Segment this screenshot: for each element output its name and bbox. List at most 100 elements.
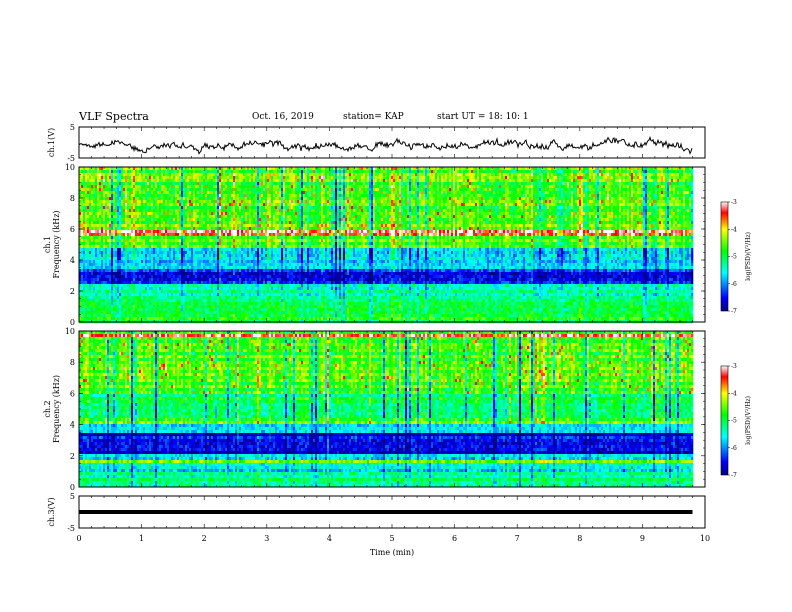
spectrogram-cell [319,200,321,203]
spectrogram-cell [383,179,385,182]
spectrogram-cell [507,173,509,176]
spectrogram-cell [351,188,353,191]
spectrogram-cell [171,179,173,182]
spectrogram-cell [351,173,353,176]
spectrogram-cell [95,173,97,176]
spectrogram-cell [635,179,637,182]
spectrogram-cell [599,185,601,188]
spectrogram-cell [521,197,523,200]
spectrogram-cell [397,188,399,191]
spectrogram-cell [497,173,499,176]
spectrogram-cell [373,197,375,200]
spectrogram-cell [509,191,511,194]
spectrogram-cell [671,182,673,185]
spectrogram-cell [373,170,375,173]
spectrogram-cell [93,200,95,203]
spectrogram-cell [253,176,255,179]
spectrogram-cell [85,176,87,179]
spectrogram-cell [449,182,451,185]
spectrogram-cell [275,197,277,200]
spectrogram-cell [395,185,397,188]
spectrogram-cell [351,200,353,203]
spectrogram-cell [455,185,457,188]
spectrogram-cell [515,191,517,194]
spectrogram-cell [689,176,691,179]
spectrogram-cell [547,179,549,182]
spectrogram-cell [285,191,287,194]
spectrogram-cell [105,173,107,176]
spectrogram-cell [273,197,275,200]
spectrogram-cell [349,176,351,179]
spectrogram-cell [541,194,543,197]
spectrogram-cell [343,176,345,179]
spectrogram-cell [547,170,549,173]
spectrogram-cell [171,197,173,200]
spectrogram-cell [429,191,431,194]
spectrogram-cell [271,188,273,191]
spectrogram-cell [355,200,357,203]
spectrogram-cell [561,185,563,188]
spectrogram-cell [435,179,437,182]
spectrogram-cell [537,173,539,176]
spectrogram-cell [157,170,159,173]
spectrogram-cell [493,182,495,185]
spectrogram-cell [305,173,307,176]
spectrogram-cell [451,170,453,173]
spectrogram-cell [137,173,139,176]
spectrogram-cell [123,197,125,200]
spectrogram-cell [285,182,287,185]
spectrogram-cell [219,200,221,203]
spectrogram-cell [529,179,531,182]
spectrogram-cell [213,197,215,200]
spectrogram-cell [573,185,575,188]
spectrogram-cell [261,182,263,185]
spectrogram-cell [447,188,449,191]
spectrogram-cell [623,182,625,185]
spectrogram-cell [189,185,191,188]
spectrogram-cell [249,173,251,176]
spectrogram-cell [453,191,455,194]
spectrogram-cell [251,191,253,194]
spectrogram-cell [593,188,595,191]
spectrogram-cell [257,185,259,188]
spectrogram-cell [337,191,339,194]
spectrogram-cell [451,179,453,182]
spectrogram-cell [183,191,185,194]
spectrogram-cell [165,182,167,185]
spectrogram-cell [653,191,655,194]
spectrogram-cell [133,197,135,200]
spectrogram-cell [305,191,307,194]
spectrogram-cell [133,170,135,173]
spectrogram-cell [513,173,515,176]
spectrogram-cell [563,176,565,179]
spectrogram-cell [131,179,133,182]
spectrogram-cell [195,185,197,188]
spectrogram-cell [337,188,339,191]
spectrogram-cell [669,197,671,200]
spectrogram-cell [645,176,647,179]
spectrogram-cell [469,185,471,188]
spectrogram-cell [603,188,605,191]
spectrogram-cell [101,179,103,182]
spectrogram-cell [139,179,141,182]
spectrogram-cell [689,197,691,200]
spectrogram-cell [283,197,285,200]
spectrogram-cell [359,200,361,203]
spectrogram-cell [483,179,485,182]
spectrogram-cell [327,194,329,197]
spectrogram-cell [659,182,661,185]
spectrogram-cell [175,170,177,173]
spectrogram-cell [125,185,127,188]
spectrogram-cell [573,179,575,182]
spectrogram-cell [173,188,175,191]
spectrogram-cell [447,179,449,182]
spectrogram-cell [451,176,453,179]
spectrogram-cell [217,170,219,173]
spectrogram-cell [405,188,407,191]
spectrogram-cell [123,185,125,188]
spectrogram-cell [497,191,499,194]
spectrogram-cell [333,185,335,188]
spectrogram-cell [515,185,517,188]
spectrogram-cell [643,191,645,194]
spectrogram-cell [529,170,531,173]
